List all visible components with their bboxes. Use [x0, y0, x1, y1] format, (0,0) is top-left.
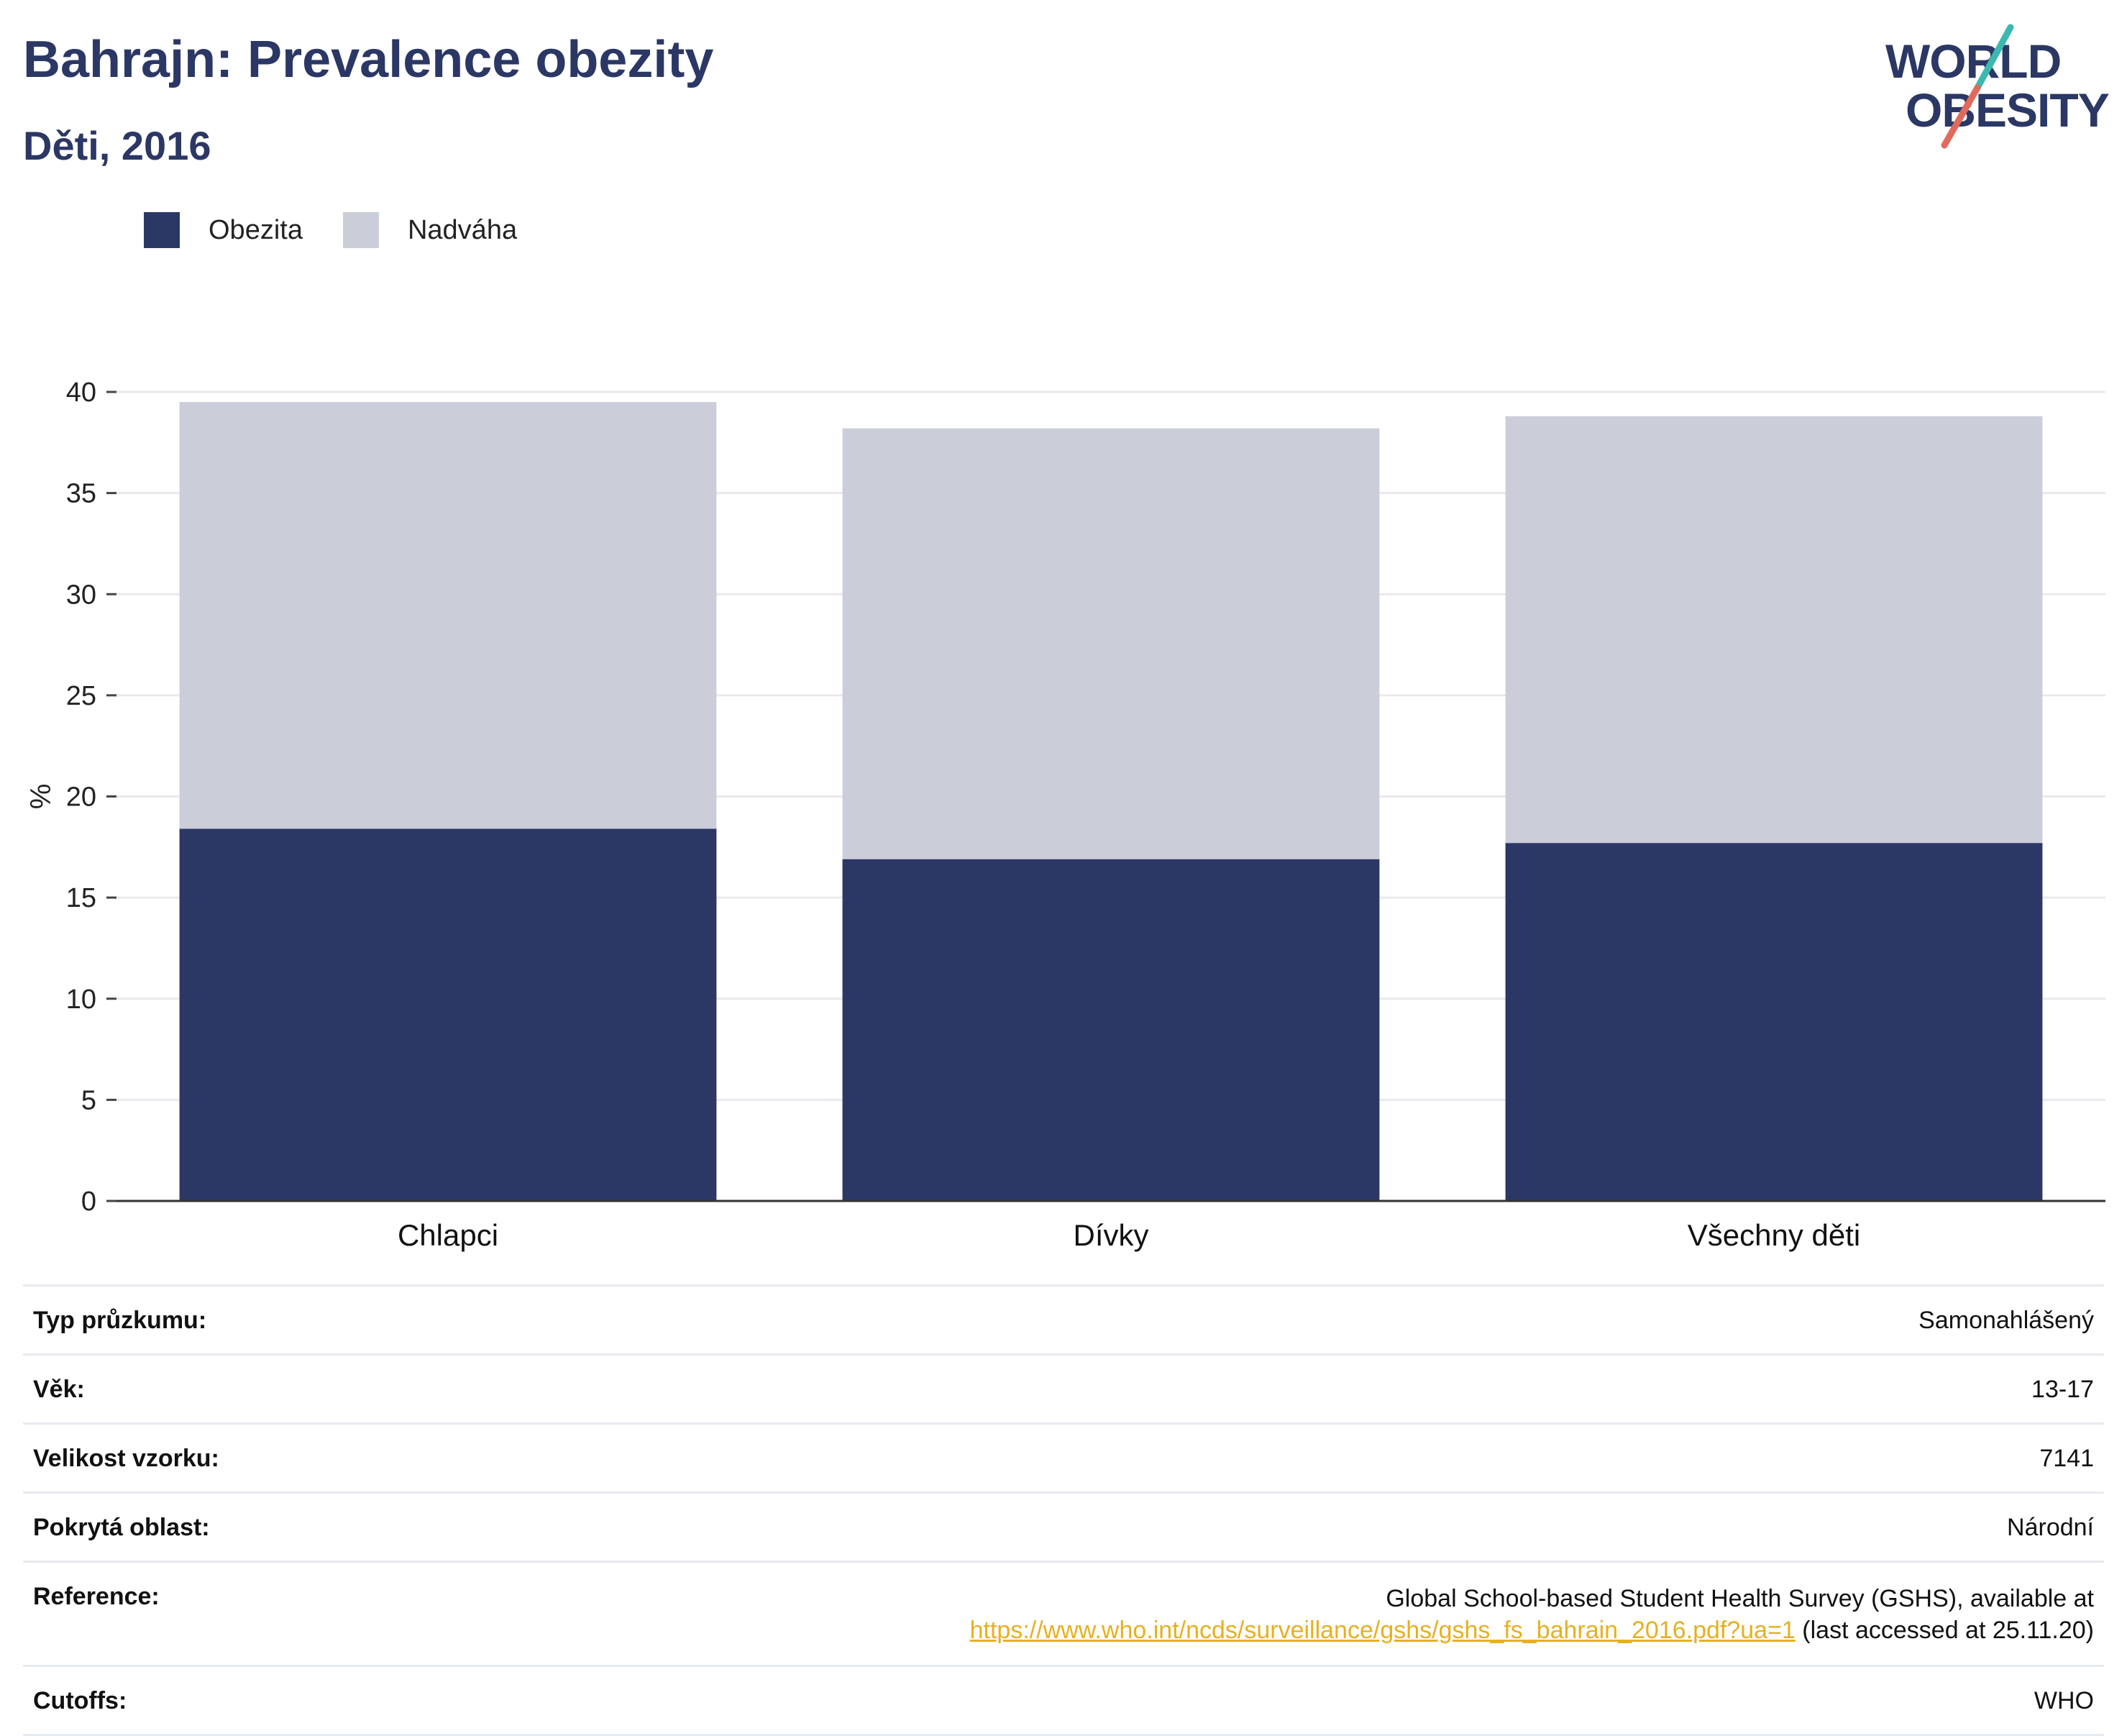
- bar-obezita-3: [1505, 843, 2043, 1201]
- stacked-bar-chart: 0 5 10 15 20 25 30 35 40% Chlapci Dívky Všechny dět…: [25, 378, 2105, 1252]
- chart-legend: Obezita Nadváha: [144, 212, 557, 248]
- info-label: Reference:: [33, 1583, 160, 1610]
- legend-swatch-obezita: [144, 212, 180, 248]
- info-row-cutoffs: Cutoffs: WHO: [23, 1665, 2104, 1736]
- y-tick-label: 15: [66, 883, 96, 913]
- info-label: Pokrytá oblast:: [33, 1514, 210, 1541]
- y-tick-label: 5: [81, 1085, 96, 1115]
- info-label: Velikost vzorku:: [33, 1445, 219, 1472]
- legend-item-obezita[interactable]: Obezita: [144, 212, 303, 248]
- info-value: Národní: [2007, 1514, 2094, 1541]
- info-row-reference: Reference: Global School-based Student H…: [23, 1561, 2104, 1665]
- bar-nadváha-1: [179, 402, 717, 829]
- info-label: Cutoffs:: [33, 1687, 127, 1714]
- y-tick-label: 0: [81, 1187, 96, 1217]
- bar-nadváha-2: [842, 428, 1380, 859]
- x-tick-label: Chlapci: [398, 1218, 498, 1252]
- y-tick-label: 30: [66, 580, 96, 610]
- bar-nadváha-3: [1505, 416, 2043, 844]
- info-value: 13-17: [2031, 1376, 2094, 1403]
- info-value: Samonahlášený: [1918, 1307, 2094, 1334]
- logo-line-2: OBESITY: [1906, 83, 2109, 137]
- bar-obezita-2: [842, 859, 1380, 1201]
- logo-slash-top: [1974, 24, 2014, 91]
- info-row-age: Věk: 13-17: [23, 1353, 2104, 1422]
- y-tick-label: 35: [66, 479, 96, 509]
- reference-text: Global School-based Student Health Surve…: [1386, 1585, 2094, 1612]
- y-tick-label: 40: [66, 378, 96, 408]
- x-tick-label: Všechny děti: [1688, 1218, 1860, 1252]
- survey-info-table: Typ průzkumu: Samonahlášený Věk: 13-17 V…: [23, 1284, 2104, 1736]
- info-label: Typ průzkumu:: [33, 1307, 207, 1334]
- logo-slash-bottom: [1941, 84, 1981, 149]
- info-row-survey-type: Typ průzkumu: Samonahlášený: [23, 1284, 2104, 1353]
- y-axis-label: %: [25, 784, 57, 810]
- y-tick-label: 20: [66, 782, 96, 813]
- info-row-sample-size: Velikost vzorku: 7141: [23, 1422, 2104, 1491]
- x-tick-label: Dívky: [1074, 1218, 1149, 1252]
- y-tick-label: 10: [66, 985, 96, 1015]
- info-row-area-covered: Pokrytá oblast: Národní: [23, 1491, 2104, 1561]
- reference-accessed: (last accessed at 25.11.20): [1795, 1617, 2094, 1644]
- legend-label-nadvaha: Nadváha: [407, 214, 518, 245]
- bar-obezita-1: [179, 828, 717, 1201]
- legend-label-obezita: Obezita: [209, 214, 303, 245]
- chart-subtitle: Děti, 2016: [23, 123, 211, 168]
- logo-line-1: WORLD: [1885, 35, 2061, 88]
- y-tick-label: 25: [66, 681, 96, 711]
- reference-link[interactable]: https://www.who.int/ncds/surveillance/gs…: [969, 1617, 1796, 1644]
- info-label: Věk:: [33, 1376, 85, 1403]
- legend-item-nadvaha[interactable]: Nadváha: [342, 212, 518, 248]
- info-value: WHO: [2034, 1687, 2094, 1714]
- info-value: 7141: [2039, 1445, 2094, 1472]
- chart-title: Bahrajn: Prevalence obezity: [23, 31, 714, 88]
- reference-value: Global School-based Student Health Surve…: [970, 1583, 2094, 1646]
- world-obesity-logo: WORLD OBESITY: [1885, 24, 2110, 149]
- legend-swatch-nadvaha: [342, 212, 379, 248]
